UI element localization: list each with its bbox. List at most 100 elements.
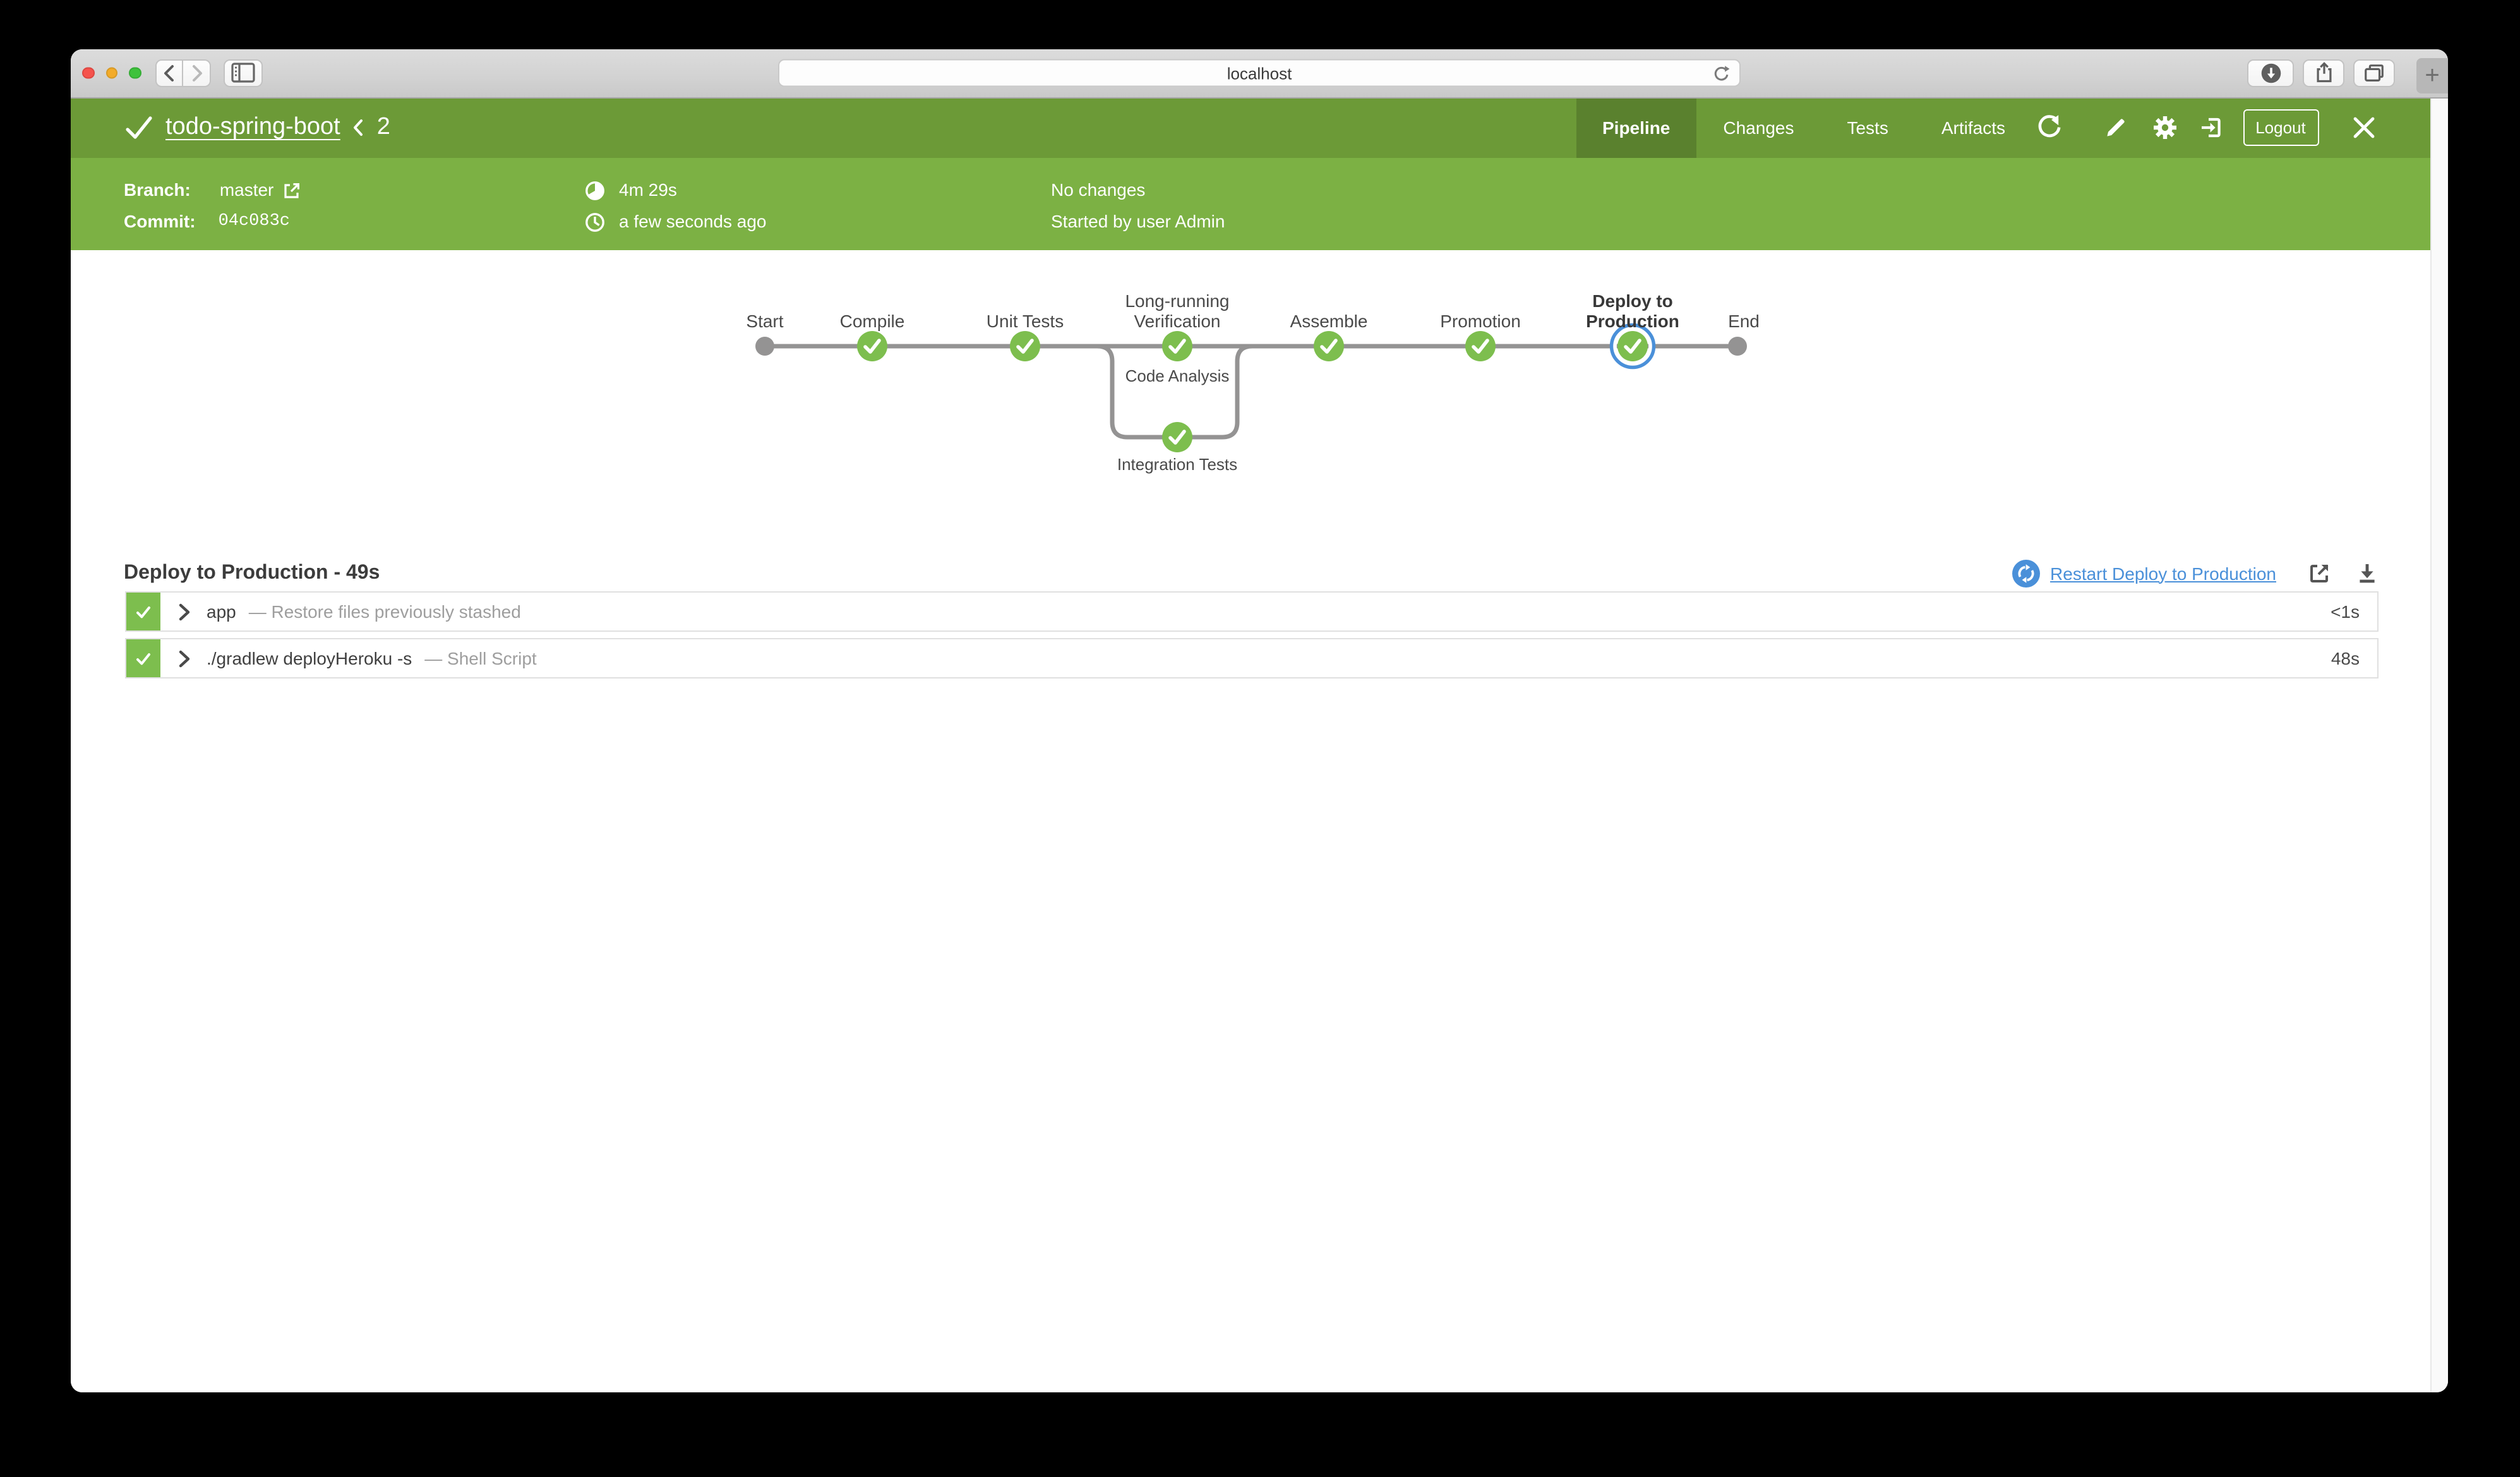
step-name: ./gradlew deployHeroku -s	[207, 648, 412, 668]
stage-result-header: Deploy to Production - 49s Restart Deplo…	[124, 558, 2379, 588]
check-icon	[1624, 339, 1641, 354]
tab-changes[interactable]: Changes	[1723, 118, 1794, 138]
new-tab-button[interactable]: +	[2416, 58, 2448, 93]
check-icon	[1016, 339, 1034, 354]
zoom-window-button[interactable]	[129, 67, 141, 79]
tabs-icon	[2365, 64, 2384, 81]
chevron-left-separator-icon	[354, 119, 363, 136]
stage-label-promotion: Promotion	[1440, 311, 1521, 331]
run-header: todo-spring-boot 2 Pipeline Changes Test…	[71, 98, 2448, 158]
minimize-window-button[interactable]	[105, 67, 117, 79]
download-icon	[2360, 564, 2375, 583]
started-value: a few seconds ago	[619, 211, 767, 231]
parallel-branch-wire	[1074, 344, 1253, 440]
step-status-success	[126, 593, 160, 630]
expand-step-button[interactable]	[177, 602, 190, 621]
share-button[interactable]	[2303, 59, 2344, 87]
stage-label-start: Start	[746, 311, 784, 331]
commit-detail: Commit: 04c083c	[124, 208, 290, 235]
toolbar-right-buttons	[2247, 59, 2395, 87]
close-window-button[interactable]	[82, 67, 94, 79]
started-detail: a few seconds ago	[582, 208, 767, 235]
go-to-classic-button[interactable]	[2199, 116, 2224, 141]
duration-icon	[585, 181, 604, 200]
logout-button[interactable]: Logout	[2243, 109, 2319, 147]
chevron-right-icon	[178, 649, 189, 667]
stage-label-code-analysis: Code Analysis	[1125, 366, 1230, 385]
start-node[interactable]	[755, 337, 774, 356]
branch-value: master	[219, 179, 274, 200]
pipeline-name-link[interactable]: todo-spring-boot	[165, 114, 340, 141]
commit-label: Commit:	[124, 211, 196, 231]
step-status-success	[126, 639, 160, 677]
stage-label-deploy-to-production: Deploy to Production	[1586, 291, 1679, 331]
scrollbar-gutter[interactable]	[2430, 98, 2448, 1392]
tab-tests[interactable]: Tests	[1847, 118, 1888, 138]
stage-node-promotion[interactable]	[1465, 331, 1496, 361]
step-row[interactable]: app — Restore files previously stashed <…	[124, 591, 2379, 632]
close-icon	[2353, 118, 2375, 138]
step-duration: <1s	[2331, 601, 2360, 622]
step-name: app	[207, 601, 236, 622]
address-bar[interactable]: localhost	[778, 59, 1741, 87]
check-icon	[1168, 339, 1186, 354]
restart-icon[interactable]	[2012, 559, 2041, 587]
page-content: Start Compile Unit Tests Long-running Ve…	[71, 250, 2448, 1392]
reload-button[interactable]	[1710, 63, 1732, 91]
end-node[interactable]	[1728, 337, 1747, 356]
changes-detail: No changes	[1051, 179, 1146, 200]
stage-node-integration-tests[interactable]	[1162, 422, 1192, 452]
stage-node-deploy-selected[interactable]	[1609, 323, 1656, 370]
chevron-right-icon	[192, 64, 201, 81]
check-icon	[1168, 430, 1186, 445]
stage-node-compile[interactable]	[857, 331, 887, 361]
window-controls	[82, 67, 141, 79]
gear-icon	[2154, 116, 2176, 140]
success-check-icon	[126, 116, 152, 140]
downloads-button[interactable]	[2247, 59, 2294, 87]
pipeline-graph: Start Compile Unit Tests Long-running Ve…	[733, 283, 1768, 485]
download-logs-button[interactable]	[2356, 561, 2379, 585]
expand-step-button[interactable]	[177, 649, 190, 668]
tabs-overview-button[interactable]	[2353, 59, 2395, 87]
downloads-icon	[2260, 63, 2281, 83]
close-run-button[interactable]	[2352, 116, 2376, 140]
stage-label-end: End	[1728, 311, 1760, 331]
branch-label: Branch:	[124, 179, 191, 200]
tab-artifacts[interactable]: Artifacts	[1941, 118, 2005, 138]
step-duration: 48s	[2331, 648, 2360, 668]
open-logs-button[interactable]	[2307, 560, 2332, 586]
started-by-detail: Started by user Admin	[1051, 211, 1225, 231]
step-description: — Shell Script	[424, 648, 537, 668]
stage-label-long-running-verification: Long-running Verification	[1125, 291, 1230, 331]
open-in-new-icon	[2310, 564, 2329, 582]
settings-button[interactable]	[2152, 116, 2178, 141]
duration-value: 4m 29s	[619, 179, 677, 200]
rerun-icon	[2038, 115, 2061, 138]
step-list: app — Restore files previously stashed <…	[124, 591, 2379, 685]
url-text: localhost	[1227, 63, 1292, 83]
stage-node-code-analysis[interactable]	[1162, 331, 1192, 361]
check-icon	[1472, 339, 1489, 354]
nav-buttons	[155, 59, 263, 87]
pipeline-graph-canvas	[755, 323, 1747, 452]
duration-detail: 4m 29s	[582, 177, 677, 203]
stage-node-unit-tests[interactable]	[1010, 331, 1040, 361]
stage-node-assemble[interactable]	[1314, 331, 1344, 361]
commit-value: 04c083c	[218, 212, 290, 231]
sidebar-button[interactable]	[224, 59, 263, 87]
edit-button[interactable]	[2103, 116, 2128, 141]
check-icon	[136, 606, 150, 618]
external-link-icon[interactable]	[282, 181, 300, 199]
forward-button[interactable]	[183, 59, 211, 87]
tab-pipeline[interactable]: Pipeline	[1576, 98, 1697, 158]
back-button[interactable]	[155, 59, 183, 87]
check-icon	[136, 653, 150, 665]
exit-to-app-icon	[2202, 118, 2221, 138]
rerun-button[interactable]	[2036, 115, 2063, 142]
run-title-group: todo-spring-boot 2	[124, 114, 390, 142]
run-number: 2	[376, 114, 390, 141]
step-row[interactable]: ./gradlew deployHeroku -s — Shell Script…	[124, 638, 2379, 678]
header-tabs: Pipeline Changes Tests Artifacts	[1576, 98, 2032, 158]
restart-stage-link[interactable]: Restart Deploy to Production	[2050, 563, 2276, 583]
